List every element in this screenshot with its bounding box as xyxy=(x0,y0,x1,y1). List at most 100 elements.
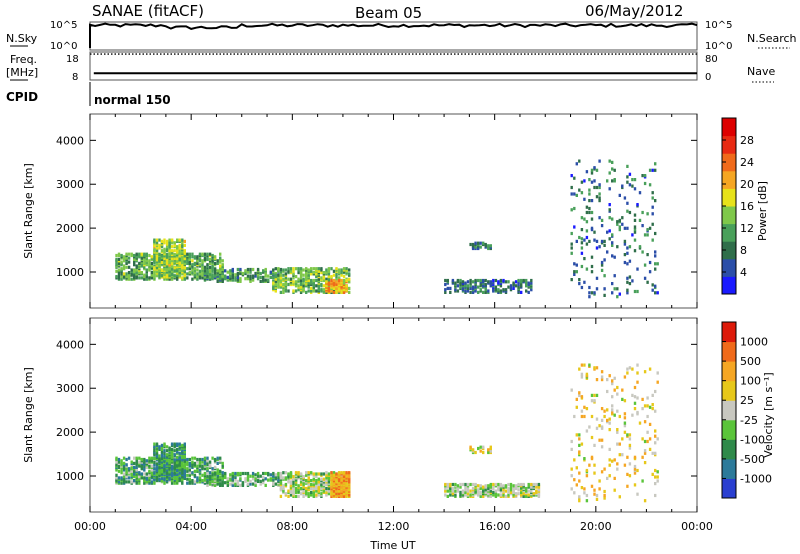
scatter-cell xyxy=(203,456,207,460)
scatter-cell xyxy=(325,482,328,487)
scatter-cell xyxy=(216,456,219,460)
scatter-cell xyxy=(317,267,320,271)
scatter-cell xyxy=(259,275,262,279)
scatter-cell xyxy=(315,278,318,283)
scatter-cell xyxy=(449,290,452,294)
scatter-cell xyxy=(580,241,584,245)
scatter-cell xyxy=(140,472,143,476)
scatter-cell xyxy=(320,276,323,280)
scatter-cell xyxy=(646,253,649,257)
scatter-cell xyxy=(145,259,148,263)
scatter-cell xyxy=(454,288,457,292)
scatter-cell xyxy=(654,250,657,254)
scatter-cell xyxy=(160,254,164,258)
scatter-cell xyxy=(325,473,328,477)
scatter-cell xyxy=(613,458,616,462)
scatter-cell xyxy=(623,375,627,379)
scatter-cell xyxy=(246,471,250,476)
scatter-cell xyxy=(173,464,176,469)
scatter-cell xyxy=(173,453,176,457)
scatter-cell xyxy=(322,284,326,288)
scatter-cell xyxy=(130,472,133,476)
scatter-cell xyxy=(117,460,121,464)
scatter-cell xyxy=(348,286,351,290)
scatter-cell xyxy=(211,477,214,481)
scatter-cell xyxy=(234,482,237,486)
scatter-cell xyxy=(150,271,154,275)
scatter-cell xyxy=(583,414,586,419)
scatter-cell xyxy=(520,278,523,283)
scatter-cell xyxy=(178,459,181,463)
scatter-cell xyxy=(155,442,159,446)
scatter-cell xyxy=(249,474,252,478)
scatter-cell xyxy=(302,268,305,272)
scatter-cell xyxy=(246,270,250,274)
scatter-cell xyxy=(168,274,171,278)
scatter-cell xyxy=(241,471,245,476)
scatter-cell xyxy=(628,437,632,441)
scatter-cell xyxy=(249,270,252,274)
scatter-cell xyxy=(317,482,320,487)
power-frame xyxy=(89,113,698,309)
scatter-cell xyxy=(254,274,257,278)
scatter-cell xyxy=(231,275,234,279)
scatter-cell xyxy=(608,237,611,241)
scatter-cell xyxy=(130,480,133,484)
scatter-cell xyxy=(262,278,265,282)
nsearch-label: N.Search xyxy=(747,32,797,45)
scatter-cell xyxy=(578,499,581,503)
scatter-cell xyxy=(193,273,197,277)
scatter-cell xyxy=(216,471,219,476)
scatter-cell xyxy=(580,363,584,367)
scatter-cell xyxy=(310,482,313,487)
power-cells xyxy=(115,159,659,299)
scatter-cell xyxy=(181,449,184,453)
scatter-cell xyxy=(160,450,164,454)
scatter-cell xyxy=(598,245,601,249)
scatter-cell xyxy=(573,458,576,462)
scatter-cell xyxy=(294,267,298,271)
scatter-cell xyxy=(155,472,159,476)
scatter-cell xyxy=(633,228,637,232)
scatter-cell xyxy=(191,460,194,464)
scatter-cell xyxy=(654,262,657,266)
scatter-cell xyxy=(267,278,270,282)
scatter-cell xyxy=(449,493,452,497)
scatter-cell xyxy=(654,441,657,445)
scatter-cell xyxy=(322,276,326,280)
scatter-cell xyxy=(287,269,290,273)
scatter-cell xyxy=(590,210,594,215)
scatter-cell xyxy=(474,241,477,245)
scatter-cell xyxy=(198,263,202,267)
scatter-cell xyxy=(580,237,584,241)
scatter-cell xyxy=(310,267,313,271)
scatter-cell xyxy=(499,278,503,283)
scatter-cell xyxy=(497,493,500,497)
scatter-cell xyxy=(122,264,126,268)
scatter-cell xyxy=(325,479,328,483)
scatter-cell xyxy=(130,252,133,256)
nave-tick-bottom: 0 xyxy=(705,72,711,83)
scatter-cell xyxy=(636,289,639,294)
scatter-cell xyxy=(294,494,298,498)
scatter-cell xyxy=(332,273,336,277)
scatter-cell xyxy=(633,225,637,229)
scatter-cell xyxy=(656,437,659,441)
scatter-cell xyxy=(176,461,179,465)
scatter-cell xyxy=(178,243,181,247)
scatter-cell xyxy=(178,476,181,480)
scatter-cell xyxy=(170,269,174,273)
scatter-cell xyxy=(608,421,611,425)
scatter-cell xyxy=(626,276,629,280)
scatter-cell xyxy=(138,471,141,475)
scatter-cell xyxy=(196,476,199,480)
scatter-cell xyxy=(593,492,596,496)
scatter-cell xyxy=(163,247,166,251)
scatter-cell xyxy=(274,279,277,283)
scatter-cell xyxy=(206,252,209,256)
scatter-cell xyxy=(322,288,326,292)
scatter-cell xyxy=(249,277,252,281)
scatter-cell xyxy=(600,370,604,374)
